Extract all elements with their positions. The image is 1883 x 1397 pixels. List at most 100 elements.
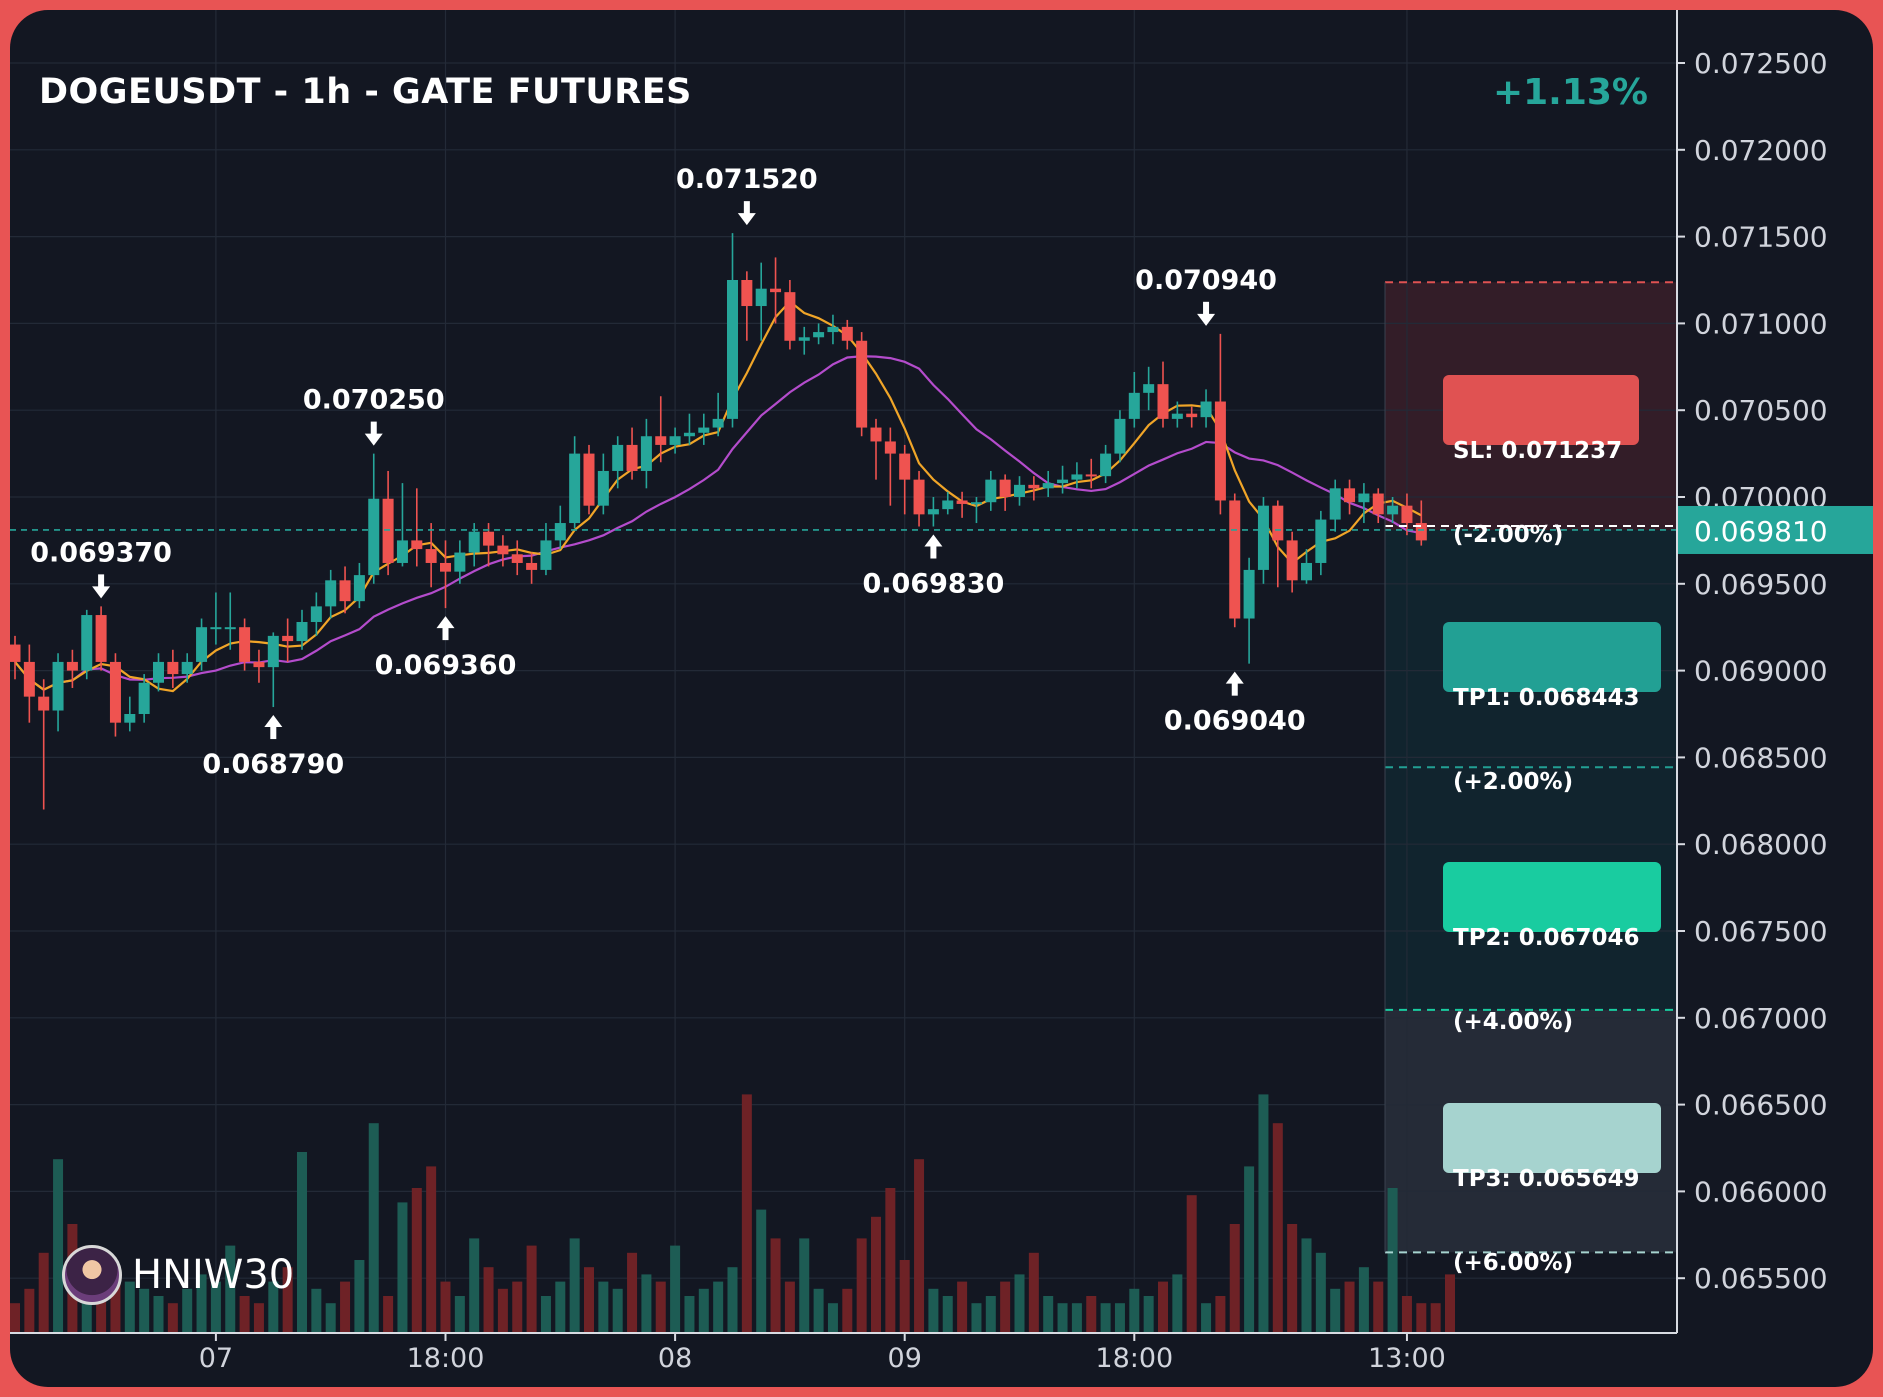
volume-bar: [540, 1296, 551, 1332]
candle: [1243, 557, 1255, 664]
candle-body: [870, 427, 882, 442]
volume-bar: [985, 1296, 996, 1332]
candle-body: [813, 332, 825, 338]
candle: [1329, 479, 1341, 532]
candle: [282, 618, 294, 662]
arrow-up-icon: [264, 715, 283, 728]
x-tick-label: 08: [658, 1343, 692, 1374]
volume-bar: [53, 1159, 64, 1332]
candle: [985, 470, 997, 511]
candle: [267, 632, 279, 708]
candle: [239, 618, 251, 671]
take-profit-3-price: TP3: 0.065649: [1453, 1166, 1640, 1193]
candle-body: [181, 661, 193, 675]
candle: [1401, 493, 1413, 536]
candle-body: [468, 531, 480, 553]
volume-bar: [1258, 1094, 1269, 1332]
annotation-label: 0.069830: [863, 569, 1005, 600]
candle-body: [282, 635, 294, 642]
x-tick-label: 09: [888, 1343, 922, 1374]
volume-bar: [584, 1267, 594, 1332]
volume-bar: [210, 1281, 221, 1332]
volume-bar: [827, 1303, 838, 1332]
price-annotation: 0.069360: [375, 616, 516, 681]
candle: [583, 444, 595, 515]
volume-bar: [1229, 1224, 1240, 1332]
volume-bar: [727, 1267, 738, 1332]
candle: [497, 535, 509, 567]
y-tick-label: 0.067000: [1694, 1002, 1828, 1035]
candle: [38, 679, 50, 810]
take-profit-3-label: TP3: 0.065649 (+6.00%): [1443, 1103, 1661, 1276]
candle: [1100, 444, 1112, 484]
volume-bar: [670, 1245, 681, 1332]
arrow-down-icon-stem: [370, 421, 377, 435]
volume-bar: [239, 1296, 250, 1332]
y-tick-label: 0.070500: [1694, 394, 1828, 427]
candle: [884, 427, 896, 506]
y-tick-label: 0.068000: [1694, 828, 1828, 861]
y-tick-label: 0.072000: [1694, 134, 1828, 167]
candle: [1372, 488, 1384, 524]
price-chart[interactable]: 0.072500 0.072000 0.071500 0.071000 0.070500…: [10, 10, 1873, 1387]
volume-bar: [871, 1216, 881, 1332]
candle: [999, 474, 1011, 511]
candle-body: [1100, 453, 1112, 477]
volume-bar: [1344, 1281, 1355, 1332]
volume-bar: [885, 1188, 896, 1332]
volume-bar: [354, 1260, 365, 1332]
y-tick-label: 0.071000: [1694, 307, 1828, 340]
candle: [368, 453, 380, 584]
candle: [956, 491, 968, 518]
volume-bar: [225, 1245, 236, 1332]
candle: [1257, 497, 1269, 584]
candle-body: [124, 714, 136, 723]
volume-bar: [641, 1274, 652, 1332]
candle: [741, 271, 753, 341]
candle: [870, 418, 882, 480]
volume-bar: [440, 1281, 451, 1332]
candle-body: [727, 280, 738, 419]
candle: [827, 314, 839, 345]
volume-bar: [813, 1288, 824, 1332]
candle-body: [899, 453, 911, 480]
candle: [138, 674, 150, 723]
arrow-down-icon: [92, 586, 111, 599]
volume-bar: [10, 1303, 20, 1332]
volume-bar: [655, 1281, 666, 1332]
volume-bar: [1387, 1188, 1398, 1332]
candle-body: [1171, 413, 1183, 419]
candle: [109, 653, 121, 737]
y-tick-label: 0.065500: [1694, 1262, 1828, 1295]
candle: [841, 319, 853, 350]
volume-bar: [1043, 1296, 1054, 1332]
candle: [913, 470, 925, 527]
take-profit-1-label: TP1: 0.068443 (+2.00%): [1443, 622, 1661, 795]
candle-body: [669, 436, 681, 445]
candle-body: [339, 580, 351, 602]
take-profit-2-label: TP2: 0.067046 (+4.00%): [1443, 862, 1661, 1035]
volume-bar: [454, 1296, 465, 1332]
price-annotation: 0.069370: [30, 537, 172, 599]
volume-bar: [784, 1281, 795, 1332]
candle-body: [224, 627, 236, 630]
candle: [339, 566, 351, 614]
avatar: [62, 1245, 122, 1305]
volume-bar: [1071, 1303, 1082, 1332]
chart-title: DOGEUSDT - 1h - GATE FUTURES: [39, 72, 692, 112]
candle-body: [109, 661, 121, 723]
candle-body: [52, 661, 64, 711]
candle: [569, 436, 581, 529]
volume-bar: [842, 1288, 853, 1332]
volume-bar: [325, 1303, 336, 1332]
arrow-up-icon-stem: [1231, 682, 1238, 696]
candle: [970, 497, 982, 524]
candle: [942, 491, 954, 515]
candle: [1014, 476, 1025, 506]
volume-bar: [124, 1281, 135, 1332]
candle-body: [296, 621, 308, 642]
volume-bar: [426, 1166, 437, 1332]
candle: [1229, 493, 1241, 628]
candle-body: [454, 552, 466, 572]
volume-bar: [1143, 1296, 1154, 1332]
